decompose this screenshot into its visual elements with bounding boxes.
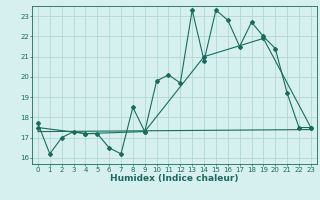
X-axis label: Humidex (Indice chaleur): Humidex (Indice chaleur) xyxy=(110,174,239,183)
